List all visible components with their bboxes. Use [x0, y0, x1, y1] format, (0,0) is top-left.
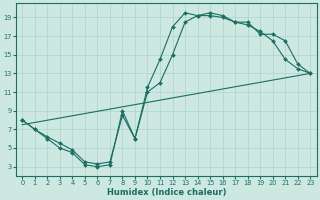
X-axis label: Humidex (Indice chaleur): Humidex (Indice chaleur) [107, 188, 226, 197]
